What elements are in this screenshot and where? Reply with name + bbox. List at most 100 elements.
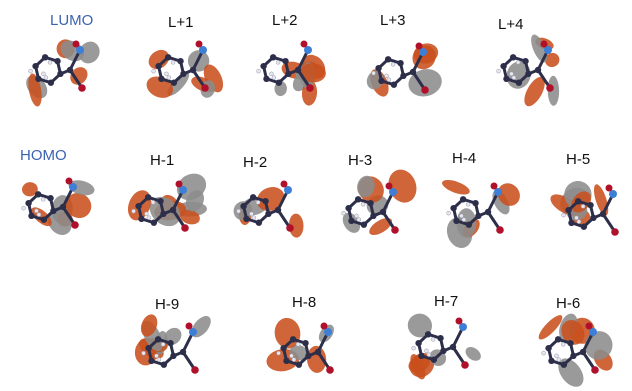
carbon-atom: [437, 334, 444, 342]
carbon-atom: [66, 66, 74, 74]
carbon-atom: [59, 203, 67, 211]
hydrogen-atom: [560, 342, 566, 347]
hydrogen-atom: [47, 60, 53, 65]
carbon-atom: [515, 79, 523, 86]
carbon-atom: [41, 54, 49, 61]
hydrogen-atom: [236, 208, 241, 214]
carbon-atom: [484, 208, 492, 216]
carbon-atom: [568, 219, 575, 227]
carbon-atom: [145, 344, 152, 352]
hydrogen-atom: [459, 213, 464, 219]
carbon-atom: [548, 357, 555, 365]
hydrogen-atom: [354, 213, 359, 219]
label-homo: HOMO: [20, 147, 67, 164]
hydrogen-atom: [156, 357, 162, 362]
carbon-atom: [522, 57, 529, 65]
carbon-atom: [590, 214, 597, 222]
orbital-lobe: [299, 63, 326, 83]
carbon-atom: [418, 352, 425, 360]
carbon-atom: [179, 348, 187, 356]
carbon-atom: [249, 194, 257, 201]
oxygen-atom: [421, 86, 429, 94]
nitrogen-atom: [199, 46, 207, 54]
hydrogen-atom: [150, 200, 156, 205]
carbon-atom: [262, 197, 269, 205]
label-h3: H-3: [348, 152, 373, 169]
oxygen-atom: [71, 221, 79, 229]
carbon-atom: [375, 64, 382, 72]
nitrogen-atom: [609, 190, 617, 198]
hydrogen-atom: [576, 219, 582, 224]
carbon-atom: [472, 199, 479, 207]
hydrogen-atom: [131, 208, 136, 214]
orbital-lobe: [561, 320, 585, 345]
orbital-lobe: [497, 183, 520, 206]
hydrogen-atom: [465, 202, 471, 207]
oxygen-atom: [286, 224, 294, 232]
carbon-atom: [138, 215, 145, 223]
carbon-atom: [189, 66, 197, 74]
orbital-lobe: [584, 331, 613, 360]
hydrogen-atom: [34, 208, 39, 214]
orbital-lumo: [26, 39, 100, 107]
hydrogen-atom: [146, 215, 152, 220]
carbon-atom: [32, 62, 39, 70]
label-h8: H-8: [292, 294, 317, 311]
carbon-atom: [545, 344, 552, 352]
carbon-atom: [305, 352, 312, 360]
orbital-lobe: [179, 209, 200, 225]
hydrogen-atom: [43, 75, 49, 80]
carbon-atom: [25, 199, 32, 207]
orbital-lobe: [306, 345, 327, 373]
oxygen-atom: [306, 84, 314, 92]
orbital-h1: [127, 173, 207, 232]
nitrogen-atom: [459, 323, 467, 331]
orbital-h4: [442, 179, 520, 248]
oxygen-atom: [496, 226, 504, 234]
carbon-atom: [285, 70, 292, 78]
hydrogen-atom: [271, 75, 277, 80]
carbon-atom: [400, 72, 407, 80]
hydrogen-atom: [275, 60, 281, 65]
hydrogen-atom: [496, 68, 501, 74]
carbon-atom: [599, 210, 607, 218]
carbon-atom: [378, 77, 385, 85]
hydrogen-atom: [430, 337, 436, 342]
nitrogen-atom: [324, 328, 332, 336]
orbital-lobe: [288, 213, 304, 238]
carbon-atom: [459, 196, 467, 203]
oxygen-atom: [280, 180, 288, 188]
orbital-lobe: [78, 41, 100, 64]
carbon-atom: [47, 194, 54, 202]
carbon-atom: [50, 207, 57, 215]
label-h6: H-6: [556, 295, 581, 312]
carbon-atom: [570, 352, 577, 360]
hydrogen-atom: [356, 217, 362, 222]
nitrogen-atom: [419, 48, 427, 56]
orbital-h8: [266, 317, 334, 374]
hydrogen-atom: [561, 212, 566, 218]
carbon-atom: [430, 356, 438, 363]
carbon-atom: [465, 221, 473, 228]
orbital-l2: [256, 40, 326, 106]
oxygen-atom: [195, 40, 203, 48]
hydrogen-atom: [269, 71, 274, 77]
label-l3: L+3: [380, 12, 406, 29]
carbon-atom: [475, 212, 482, 220]
oxygen-atom: [201, 84, 209, 92]
nitrogen-atom: [179, 186, 187, 194]
oxygen-atom: [72, 40, 80, 48]
hydrogen-atom: [556, 357, 562, 362]
carbon-atom: [265, 210, 272, 218]
hydrogen-atom: [36, 212, 42, 217]
carbon-atom: [449, 343, 457, 351]
carbon-atom: [424, 331, 432, 338]
orbital-lobe: [140, 314, 158, 337]
carbon-atom: [255, 219, 263, 226]
carbon-atom: [164, 54, 172, 61]
orbital-l3: [366, 42, 442, 97]
carbon-atom: [54, 57, 61, 65]
orbital-lobe: [357, 175, 375, 198]
